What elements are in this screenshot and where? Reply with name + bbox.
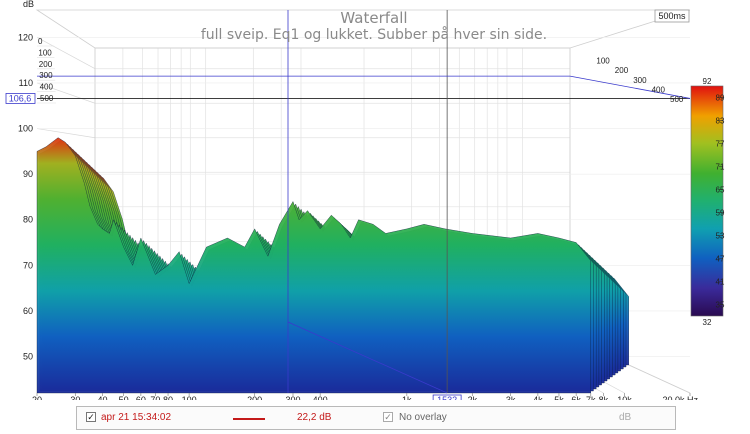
x-tick-label: 60 [136,395,146,400]
legend-bar: ✓ apr 21 15:34:02 22,2 dB ✓ No overlay d… [76,406,676,430]
colorbar-scale [690,85,724,317]
x-tick-label: 300 [285,395,300,400]
x-tick-label: 70 [150,395,160,400]
y-tick-label: 60 [23,306,33,316]
time-tick-label-right: 500 [670,95,684,104]
x-tick-label: 8k [599,395,609,400]
colorbar-tick-label: 47 [716,255,725,264]
cursor-freq-label: 1532 [437,395,457,400]
x-tick-label: 200 [247,395,262,400]
overlay-label[interactable]: No overlay [399,412,447,423]
waterfall-slice [36,137,591,394]
trace-line-swatch [233,418,265,420]
x-tick-label: 400 [313,395,328,400]
x-tick-label: 10k [617,395,632,400]
colorbar-tick-label: 59 [716,209,725,218]
y-tick-label: 70 [23,260,33,270]
y-tick-label: 100 [18,124,33,134]
x-tick-label: 20 [32,395,42,400]
x-tick-label: 80 [163,395,173,400]
depth-gridline [36,128,96,139]
trace-level: 22,2 dB [297,412,332,423]
x-tick-label: 30 [70,395,80,400]
time-tick-label-left: 100 [38,48,52,57]
time-tick-label-right: 200 [615,66,629,75]
colorbar-max-label: 92 [703,77,712,86]
chart-subtitle: full sveip. Eq1 og lukket. Subber på hve… [201,26,547,43]
colorbar-tick-label: 77 [716,140,725,149]
overlay-checkbox[interactable]: ✓ [383,412,393,422]
cursor-depth-line [569,75,691,99]
colorbar-tick-label: 71 [716,163,725,172]
time-window-label: 500ms [658,11,686,21]
time-axis: 0 100 100 200 200 300 300 400 400 500 500 [37,37,684,104]
colorbar-tick-label: 35 [716,301,725,310]
chart-title: Waterfall [340,9,407,27]
colorbar-tick-label: 53 [716,232,725,241]
time-tick-label-left: 200 [39,60,53,69]
depth-gridline [36,82,96,104]
colorbar: 92 32 35 41 47 53 59 65 71 77 83 89 [690,77,725,327]
colorbar-tick-label: 41 [716,278,725,287]
check-mark-icon: ✓ [87,412,95,422]
colorbar-tick-label: 89 [716,94,725,103]
colorbar-min-label: 32 [703,318,712,327]
y-tick-label: 90 [23,169,33,179]
cursor-level-label: 106,6 [9,93,32,103]
x-tick-label: 6k [571,395,581,400]
colorbar-tick-label: 83 [716,117,725,126]
check-mark-icon: ✓ [384,412,392,422]
y-tick-label: 50 [23,352,33,362]
x-tick-label: 3k [506,395,516,400]
x-tick-label: 40 [98,395,108,400]
depth-gridline [36,37,96,70]
time-tick-label-left: 300 [39,71,53,80]
x-tick-label: 50 [119,395,129,400]
time-tick-label-left: 0 [38,37,43,46]
y-tick-label: 120 [18,32,33,42]
y-axis: dB 50 60 70 80 90 100 110 120 106,6 [5,0,36,362]
cursor-depth-line [287,321,448,394]
x-tick-label: 20,0k Hz [662,395,698,400]
trace-checkbox[interactable]: ✓ [86,412,96,422]
x-tick-label: 4k [533,395,543,400]
colorbar-tick-label: 65 [716,186,725,195]
cursor-freq-box [432,394,462,400]
time-tick-label-left: 400 [40,83,54,92]
time-tick-label-right: 400 [652,85,666,94]
x-axis: 20 30 40 50 60 70 80 100 200 300 400 1k 2k 3k 4k 5k 6k 7k… [32,393,698,400]
trace-timestamp[interactable]: apr 21 15:34:02 [101,412,172,423]
time-tick-label-right: 300 [633,76,647,85]
time-tick-label-right: 100 [596,57,610,66]
waterfall-surface [36,137,629,394]
time-window-box: 500ms [654,9,690,23]
y-tick-label: 80 [23,215,33,225]
x-tick-label: 5k [554,395,564,400]
cursor-lines [37,10,691,394]
y-tick-label: 110 [19,78,33,88]
overlay-unit: dB [619,412,632,423]
x-tick-label: 2k [468,395,478,400]
cursor-level-box [5,93,36,104]
time-tick-label-left: 500 [40,94,54,103]
x-tick-label: 7k [586,395,596,400]
x-tick-label: 100 [182,395,197,400]
x-tick-label: 1k [402,395,412,400]
y-axis-unit: dB [23,0,34,9]
